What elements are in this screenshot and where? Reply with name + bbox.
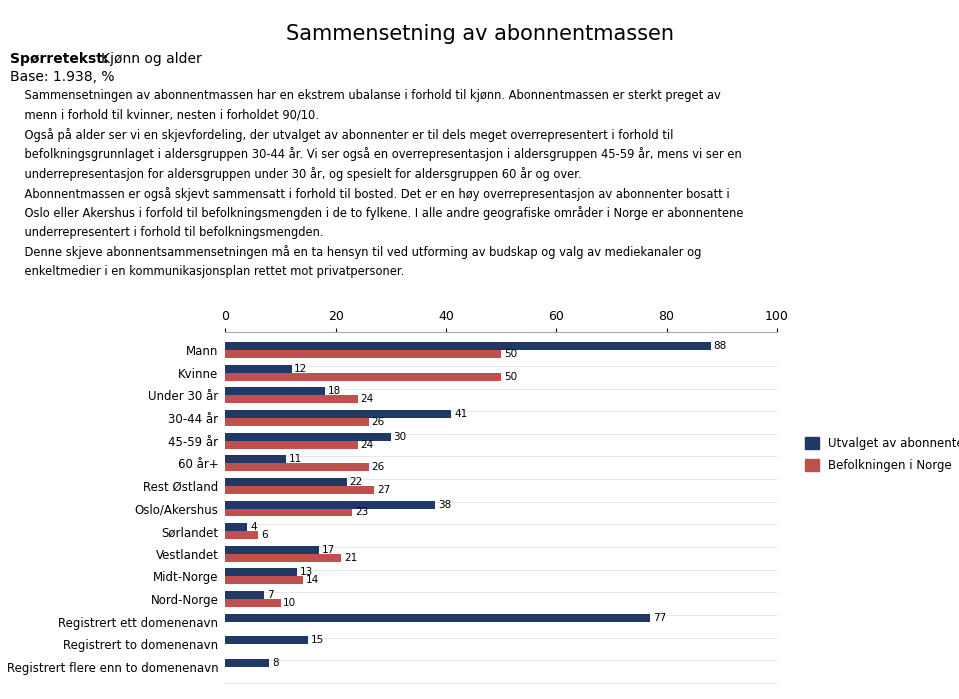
Bar [225,418,368,426]
Text: 50: 50 [503,349,517,359]
Bar [225,554,341,562]
Bar [225,599,280,607]
Text: Sammensetningen av abonnentmassen har en ekstrem ubalanse i forhold til kjønn. A: Sammensetningen av abonnentmassen har en… [10,89,720,102]
Bar [225,350,501,358]
Text: 12: 12 [294,363,308,374]
Bar [225,478,347,486]
Bar [225,486,374,493]
Bar [225,509,352,517]
Bar [225,373,501,381]
Legend: Utvalget av abonnenter, Befolkningen i Norge: Utvalget av abonnenter, Befolkningen i N… [805,437,959,473]
Text: 6: 6 [261,530,268,540]
Bar [225,396,358,403]
Bar [225,455,286,463]
Text: Abonnentmassen er også skjevt sammensatt i forhold til bosted. Det er en høy ove: Abonnentmassen er også skjevt sammensatt… [10,187,729,201]
Text: 4: 4 [250,522,257,532]
Bar [225,440,358,449]
Text: Denne skjeve abonnentsammensetningen må en ta hensyn til ved utforming av budska: Denne skjeve abonnentsammensetningen må … [10,245,701,259]
Text: 7: 7 [267,590,273,600]
Text: Spørretekst:: Spørretekst: [10,52,108,66]
Text: 26: 26 [371,462,385,473]
Text: underrepresentert i forhold til befolkningsmengden.: underrepresentert i forhold til befolkni… [10,226,323,239]
Text: 50: 50 [503,372,517,382]
Bar [225,568,297,577]
Text: 21: 21 [344,553,357,563]
Text: 14: 14 [305,575,318,585]
Text: 24: 24 [361,394,374,404]
Text: befolkningsgrunnlaget i aldersgruppen 30-44 år. Vi ser også en overrepresentasjo: befolkningsgrunnlaget i aldersgruppen 30… [10,147,741,161]
Bar [225,343,711,350]
Text: 22: 22 [349,477,363,487]
Text: 23: 23 [355,507,368,517]
Bar [225,614,650,621]
Text: menn i forhold til kvinner, nesten i forholdet 90/10.: menn i forhold til kvinner, nesten i for… [10,108,318,122]
Text: Sammensetning av abonnentmassen: Sammensetning av abonnentmassen [286,24,673,45]
Text: 13: 13 [300,568,313,577]
Text: 8: 8 [272,658,279,668]
Bar [225,410,452,418]
Text: enkeltmedier i en kommunikasjonsplan rettet mot privatpersoner.: enkeltmedier i en kommunikasjonsplan ret… [10,265,404,278]
Text: 15: 15 [311,635,324,645]
Bar [225,387,324,396]
Bar [225,433,391,440]
Bar [225,591,264,599]
Text: 18: 18 [327,387,340,396]
Text: 30: 30 [393,432,407,442]
Bar [225,524,247,531]
Bar [225,636,308,644]
Text: 88: 88 [713,341,727,351]
Text: 24: 24 [361,440,374,449]
Bar [225,546,319,554]
Text: 11: 11 [289,454,302,464]
Text: 41: 41 [455,409,467,419]
Text: Oslo eller Akershus i forfold til befolkningsmengden i de to fylkene. I alle and: Oslo eller Akershus i forfold til befolk… [10,206,743,220]
Bar [225,500,434,509]
Text: 77: 77 [653,613,666,623]
Bar [225,531,258,539]
Text: underrepresentasjon for aldersgruppen under 30 år, og spesielt for aldersgruppen: underrepresentasjon for aldersgruppen un… [10,167,581,181]
Bar [225,463,368,471]
Text: Kjønn og alder: Kjønn og alder [101,52,201,66]
Text: Base: 1.938, %: Base: 1.938, % [10,70,114,84]
Bar [225,659,269,667]
Text: 38: 38 [437,500,451,510]
Bar [225,365,292,373]
Text: 10: 10 [283,598,296,608]
Text: 17: 17 [322,545,335,555]
Text: 26: 26 [371,417,385,427]
Text: Også på alder ser vi en skjevfordeling, der utvalget av abonnenter er til dels m: Også på alder ser vi en skjevfordeling, … [10,128,673,142]
Text: 27: 27 [377,485,390,495]
Bar [225,577,302,584]
